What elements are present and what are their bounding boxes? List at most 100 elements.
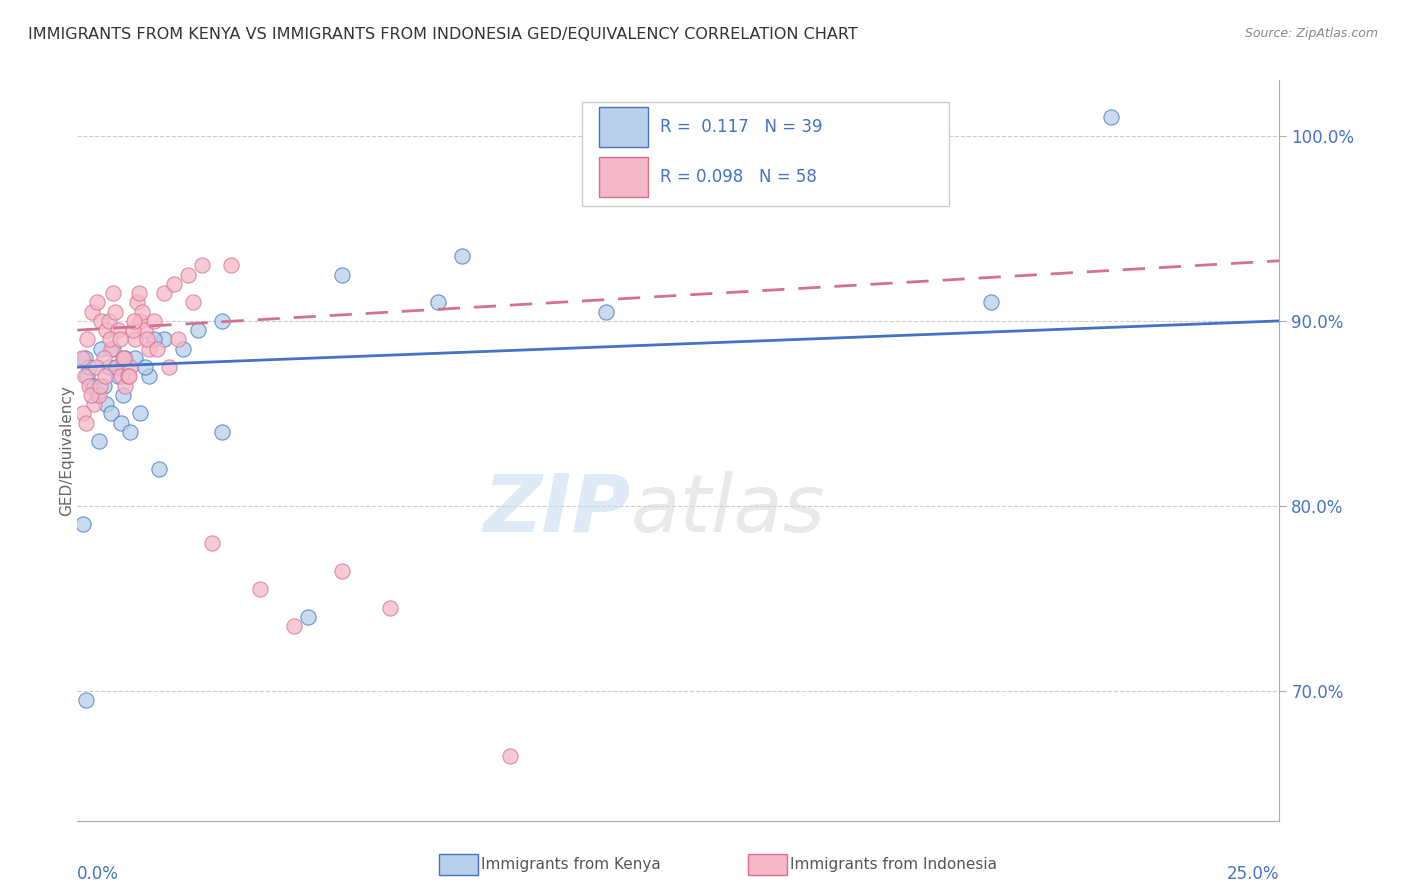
Point xyxy=(93,378,115,392)
Point xyxy=(76,333,98,347)
Point xyxy=(297,610,319,624)
Point xyxy=(80,388,103,402)
Point xyxy=(87,434,110,449)
Point xyxy=(111,388,134,402)
Point xyxy=(110,369,132,384)
Point xyxy=(107,323,129,337)
Point xyxy=(72,407,94,421)
FancyBboxPatch shape xyxy=(599,107,648,147)
Point xyxy=(97,314,120,328)
FancyBboxPatch shape xyxy=(599,156,648,196)
Point xyxy=(117,369,139,384)
Point xyxy=(138,369,160,384)
Point xyxy=(86,295,108,310)
Y-axis label: GED/Equivalency: GED/Equivalency xyxy=(59,385,73,516)
Point xyxy=(103,286,125,301)
Point xyxy=(124,333,146,347)
Text: R = 0.098   N = 58: R = 0.098 N = 58 xyxy=(661,168,817,186)
Point xyxy=(73,369,96,384)
Point xyxy=(283,619,305,633)
Point xyxy=(980,295,1002,310)
Point xyxy=(114,351,136,365)
Point xyxy=(177,268,200,282)
Point xyxy=(181,295,204,310)
Point xyxy=(72,517,94,532)
Point xyxy=(134,360,156,375)
Point xyxy=(153,333,176,347)
Point xyxy=(90,314,112,328)
Point xyxy=(100,342,122,356)
Point xyxy=(191,259,214,273)
Point xyxy=(378,600,401,615)
Point xyxy=(98,333,121,347)
Point xyxy=(186,323,209,337)
Point xyxy=(172,342,194,356)
Point xyxy=(73,351,96,365)
Point xyxy=(83,397,105,411)
Point xyxy=(595,304,617,318)
Point xyxy=(75,693,97,707)
Point xyxy=(80,378,103,392)
Text: Immigrants from Indonesia: Immigrants from Indonesia xyxy=(790,857,997,871)
Point xyxy=(162,277,184,291)
Point xyxy=(96,397,118,411)
Point xyxy=(111,351,134,365)
Point xyxy=(122,314,145,328)
Point xyxy=(90,342,112,356)
Point xyxy=(143,333,166,347)
Point xyxy=(75,416,97,430)
Point xyxy=(86,388,108,402)
Point xyxy=(89,378,111,392)
Point xyxy=(499,748,522,763)
Point xyxy=(83,378,105,392)
Point xyxy=(70,351,93,365)
Point xyxy=(128,286,150,301)
Point xyxy=(138,342,160,356)
Point xyxy=(219,259,242,273)
Point xyxy=(427,295,450,310)
Point xyxy=(121,323,143,337)
Point xyxy=(118,369,141,384)
Point xyxy=(167,333,190,347)
Point xyxy=(128,407,150,421)
Point xyxy=(143,314,166,328)
Point xyxy=(211,425,233,439)
Point xyxy=(120,425,142,439)
Point xyxy=(157,360,180,375)
Point xyxy=(249,582,271,597)
Point xyxy=(104,304,127,318)
Point xyxy=(131,304,153,318)
Point xyxy=(97,360,120,375)
Point xyxy=(451,249,474,263)
Point xyxy=(100,407,122,421)
Point xyxy=(128,314,150,328)
Point xyxy=(103,342,125,356)
Point xyxy=(104,360,127,375)
Point xyxy=(96,323,118,337)
Point xyxy=(127,295,149,310)
Point xyxy=(84,360,107,375)
Point xyxy=(80,304,103,318)
Point xyxy=(136,333,159,347)
Point xyxy=(120,360,142,375)
Point xyxy=(76,369,98,384)
Point xyxy=(124,351,146,365)
Point xyxy=(104,360,127,375)
Point xyxy=(153,286,176,301)
Point xyxy=(79,360,101,375)
Text: R =  0.117   N = 39: R = 0.117 N = 39 xyxy=(661,118,823,136)
Point xyxy=(114,351,136,365)
Text: Immigrants from Kenya: Immigrants from Kenya xyxy=(481,857,661,871)
Point xyxy=(148,462,170,476)
Text: 25.0%: 25.0% xyxy=(1227,865,1279,883)
Point xyxy=(134,323,156,337)
Text: atlas: atlas xyxy=(630,471,825,549)
Point xyxy=(79,378,101,392)
Point xyxy=(114,378,136,392)
Text: 0.0%: 0.0% xyxy=(77,865,120,883)
FancyBboxPatch shape xyxy=(582,103,949,206)
Point xyxy=(93,351,115,365)
Point xyxy=(330,564,353,578)
Point xyxy=(330,268,353,282)
Point xyxy=(110,416,132,430)
